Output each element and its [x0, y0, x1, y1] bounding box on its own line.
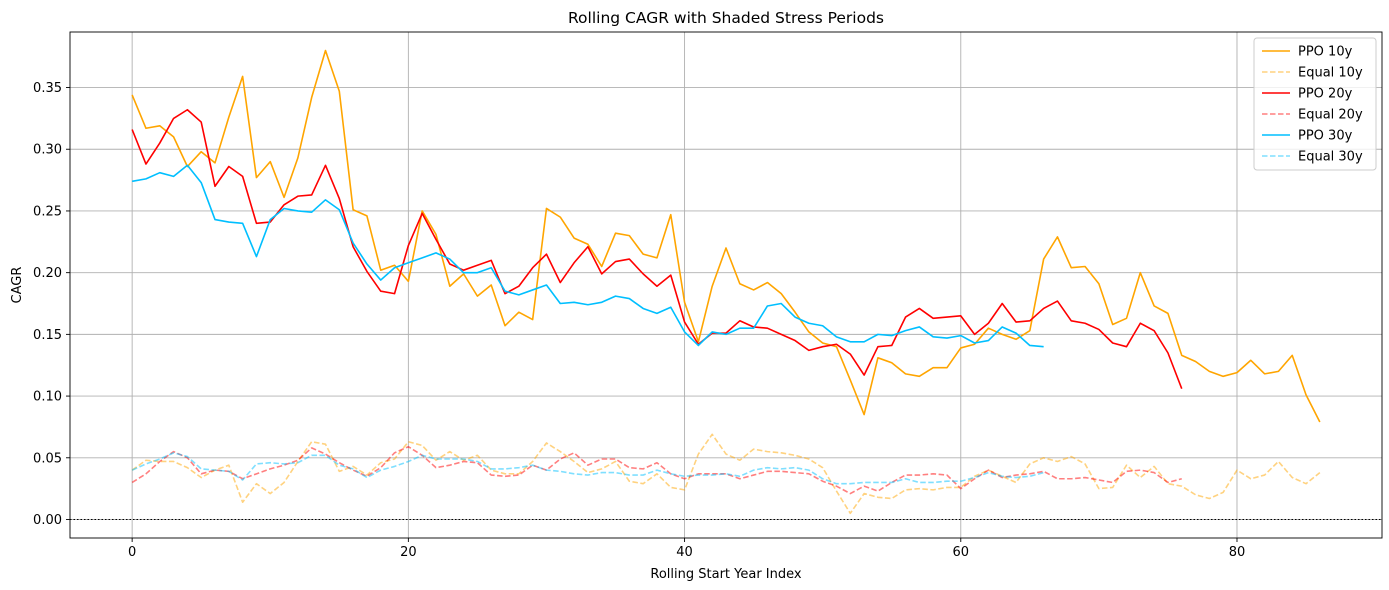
y-tick-label: 0.20 — [33, 266, 62, 281]
chart-title: Rolling CAGR with Shaded Stress Periods — [568, 9, 884, 27]
series-line-ppo-10y — [131, 49, 1321, 423]
y-tick-label: 0.05 — [33, 451, 62, 466]
series-line-equal-10y — [131, 433, 1321, 515]
x-tick-label: 60 — [953, 545, 970, 560]
legend-label-ppo-30y: PPO 30y — [1298, 129, 1353, 144]
grid — [70, 32, 1382, 538]
series-line-ppo-30y — [132, 164, 1044, 348]
x-axis-title: Rolling Start Year Index — [650, 567, 802, 582]
legend-label-equal-30y: Equal 30y — [1298, 150, 1363, 165]
y-tick-label: 0.15 — [33, 328, 62, 343]
y-tick-label: 0.30 — [33, 143, 62, 158]
legend-box — [1253, 37, 1377, 171]
legend-label-equal-10y: Equal 10y — [1298, 66, 1363, 81]
x-tick-label: 40 — [676, 545, 693, 560]
legend-label-ppo-20y: PPO 20y — [1298, 87, 1353, 102]
y-axis-title: CAGR — [10, 267, 25, 304]
series-lines — [131, 49, 1321, 515]
x-axis-ticks: 0 20 40 60 80 — [128, 538, 1245, 560]
x-tick-label: 80 — [1229, 545, 1246, 560]
series-line-ppo-20y — [131, 108, 1183, 389]
y-tick-label: 0.10 — [33, 390, 62, 405]
plot-area-frame — [69, 31, 1383, 539]
legend: PPO 10y Equal 10y PPO 20y Equal 20y PPO 30y E… — [1253, 37, 1377, 171]
legend-label-ppo-10y: PPO 10y — [1298, 45, 1353, 60]
y-tick-label: 0.25 — [33, 204, 62, 219]
x-tick-label: 0 — [128, 545, 136, 560]
series-line-equal-30y — [131, 452, 1044, 485]
y-tick-label: 0.00 — [33, 513, 62, 528]
y-axis-ticks: 0.00 0.05 0.10 0.15 0.20 0.25 0.30 0.35 — [33, 81, 70, 528]
x-tick-label: 20 — [400, 545, 417, 560]
y-tick-label: 0.35 — [33, 81, 62, 96]
legend-label-equal-20y: Equal 20y — [1298, 108, 1363, 123]
